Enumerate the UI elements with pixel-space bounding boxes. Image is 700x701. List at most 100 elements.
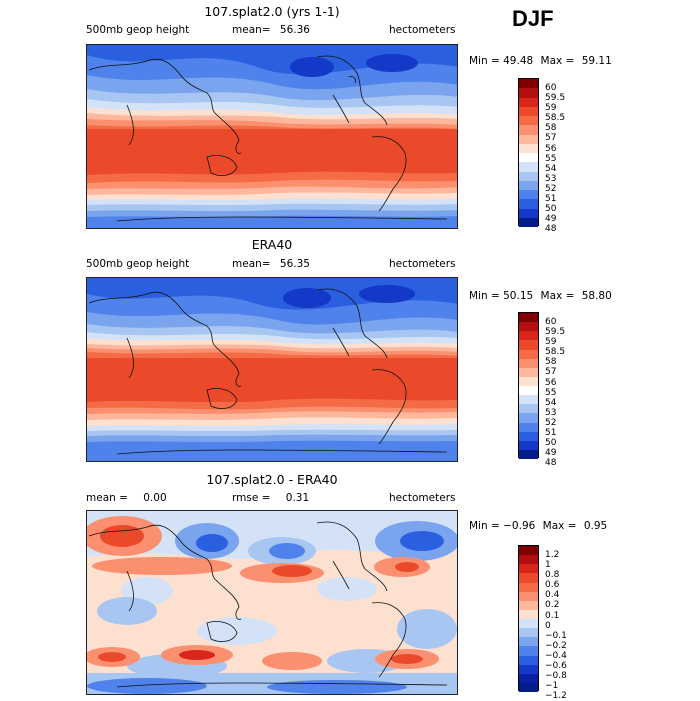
panel-1-colorbar-swatch xyxy=(519,190,538,200)
panel-3-max-value: 0.95 xyxy=(583,520,608,532)
panel-1-colorbar-swatch xyxy=(519,116,538,126)
panel-3-colorbar-swatch xyxy=(519,555,538,565)
panel-2-title: ERA40 xyxy=(251,237,293,252)
panel-3-max-label: Max = xyxy=(542,520,577,532)
panel-2-colorbar-swatch xyxy=(519,422,538,432)
panel-3-colorbar-swatch xyxy=(519,600,538,610)
panel-2-map xyxy=(86,277,458,462)
panel-3-colorbar-swatch xyxy=(519,682,538,692)
panel-2-min-value: 50.15 xyxy=(503,290,534,302)
panel-2-mean: mean= 56.35 xyxy=(232,258,310,270)
colorbar-tick-label: 55 xyxy=(545,387,557,398)
panel-3-map-plot xyxy=(87,511,457,694)
panel-2-mean-value: 56.35 xyxy=(279,258,310,270)
panel-2-colorbar-swatch xyxy=(519,322,538,332)
panel-1-mean-value: 56.36 xyxy=(279,24,310,36)
colorbar-tick-label: −0.8 xyxy=(545,671,567,682)
colorbar-tick-label: 58 xyxy=(545,357,557,368)
panel-3-mean: mean = 0.00 xyxy=(86,492,167,504)
panel-2-colorbar-swatch xyxy=(519,331,538,341)
colorbar-tick-label: −0.4 xyxy=(545,650,567,661)
panel-3-rmse-value: 0.31 xyxy=(285,492,310,504)
panel-1-colorbar-swatch xyxy=(519,134,538,144)
panel-3-min-label: Min = xyxy=(469,520,500,532)
panel-1-units: hectometers xyxy=(389,24,456,36)
panel-2-colorbar-swatch xyxy=(519,376,538,386)
panel-3-colorbar-swatch xyxy=(519,628,538,638)
colorbar-tick-label: 49 xyxy=(545,448,557,459)
panel-3-colorbar-swatch xyxy=(519,564,538,574)
panel-3-units: hectometers xyxy=(389,492,456,504)
panel-3-min-value: −0.96 xyxy=(503,520,536,532)
panel-2-mean-label: mean= xyxy=(232,258,271,270)
colorbar-tick-label: 58.5 xyxy=(545,347,566,358)
panel-1-max-value: 59.11 xyxy=(581,55,612,67)
panel-1-colorbar-swatch xyxy=(519,153,538,163)
panel-2-colorbar xyxy=(518,312,539,459)
panel-1-max-label: Max = xyxy=(540,55,575,67)
panel-3-rmse-label: rmse = xyxy=(232,492,271,504)
colorbar-tick-label: 60 xyxy=(545,317,557,327)
colorbar-tick-label: 60 xyxy=(545,83,557,93)
panel-3-colorbar-swatch xyxy=(519,664,538,674)
panel-2-colorbar-swatch xyxy=(519,340,538,350)
panel-1-mean: mean= 56.36 xyxy=(232,24,310,36)
panel-2-colorbar-labels: 60 59.5 59 58.5 58 57 56 55 54 53 52 51 … xyxy=(545,317,565,468)
panel-1-map xyxy=(86,44,458,229)
panel-3-map xyxy=(86,510,458,695)
panel-2-field-label: 500mb geop height xyxy=(86,258,190,270)
panel-2-colorbar-swatch xyxy=(519,349,538,359)
colorbar-tick-label: 0.4 xyxy=(545,590,560,601)
colorbar-tick-label: −1 xyxy=(545,681,559,692)
colorbar-tick-label: −0.6 xyxy=(545,661,567,672)
panel-2-max-label: Max = xyxy=(540,290,575,302)
panel-2-colorbar-swatch xyxy=(519,413,538,423)
panel-1-colorbar-swatch xyxy=(519,217,538,227)
panel-1-colorbar xyxy=(518,78,539,227)
panel-1-colorbar-swatch xyxy=(519,199,538,209)
panel-2-min-label: Min = xyxy=(469,290,500,302)
panel-2-minmax: Min = 50.15 Max = 58.80 xyxy=(469,290,612,302)
panel-2-colorbar-swatch xyxy=(519,386,538,396)
panel-1-colorbar-swatch xyxy=(519,88,538,98)
panel-2-colorbar-swatch xyxy=(519,367,538,377)
colorbar-tick-label: 51 xyxy=(545,428,557,439)
panel-3-mean-label: mean = xyxy=(86,492,128,504)
colorbar-tick-label: 59.5 xyxy=(545,327,566,338)
panel-1-colorbar-swatch xyxy=(519,125,538,135)
colorbar-tick-label: −0.2 xyxy=(545,640,567,651)
colorbar-tick-label: 54 xyxy=(545,163,557,174)
colorbar-tick-label: 56 xyxy=(545,143,557,154)
season-label: DJF xyxy=(512,6,554,31)
panel-1-title: 107.splat2.0 (yrs 1-1) xyxy=(204,4,340,19)
colorbar-tick-label: 53 xyxy=(545,407,557,418)
panel-1-minmax: Min = 49.48 Max = 59.11 xyxy=(469,55,612,67)
colorbar-tick-label: 49 xyxy=(545,214,557,225)
panel-3-colorbar xyxy=(518,545,539,692)
panel-3-colorbar-swatch xyxy=(519,591,538,601)
colorbar-tick-label: 53 xyxy=(545,173,557,184)
panel-2-colorbar-swatch xyxy=(519,395,538,405)
colorbar-tick-label: 50 xyxy=(545,438,557,449)
panel-3-colorbar-labels: 1.2 1 0.8 0.6 0.4 0.2 0.1 0 −0.1 −0.2 −0… xyxy=(545,550,567,701)
panel-1-colorbar-swatch xyxy=(519,97,538,107)
panel-3-colorbar-swatch xyxy=(519,673,538,683)
panel-3-title: 107.splat2.0 - ERA40 xyxy=(206,472,338,487)
colorbar-tick-label: 1 xyxy=(545,560,551,571)
colorbar-tick-label: 52 xyxy=(545,183,557,194)
panel-2-colorbar-swatch xyxy=(519,431,538,441)
panel-1-min-label: Min = xyxy=(469,55,500,67)
panel-1-colorbar-swatch xyxy=(519,171,538,181)
colorbar-tick-label: 57 xyxy=(545,367,557,378)
panel-1-min-value: 49.48 xyxy=(503,55,534,67)
panel-3-colorbar-swatch xyxy=(519,609,538,619)
panel-1-mean-label: mean= xyxy=(232,24,271,36)
panel-1-colorbar-swatch xyxy=(519,180,538,190)
colorbar-tick-label: 48 xyxy=(545,458,557,469)
colorbar-tick-label: 0.8 xyxy=(545,570,560,581)
colorbar-tick-label: 59.5 xyxy=(545,93,566,104)
colorbar-tick-label: 50 xyxy=(545,204,557,215)
panel-3-rmse: rmse = 0.31 xyxy=(232,492,309,504)
panel-3-colorbar-swatch xyxy=(519,546,538,556)
panel-3-colorbar-swatch xyxy=(519,582,538,592)
